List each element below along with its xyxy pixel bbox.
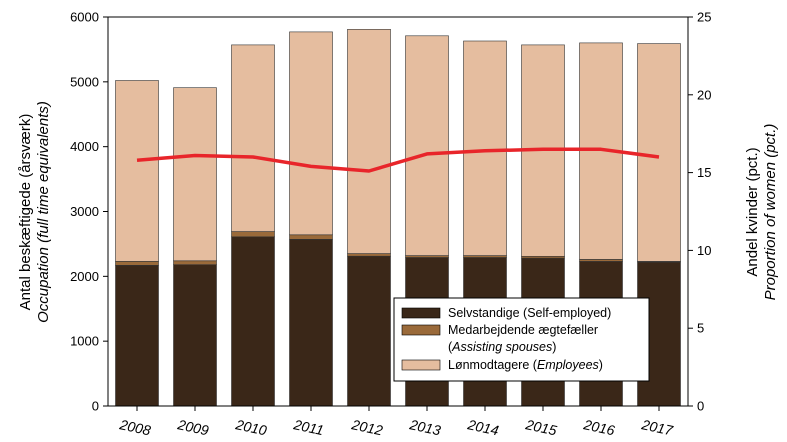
bar-2014-series-2 bbox=[463, 40, 507, 256]
x-tick-label-2008: 2008 bbox=[117, 416, 152, 438]
legend: Selvstandige (Self-employed) Medarbejden… bbox=[393, 297, 650, 382]
legend-label-self-employed: Selvstandige (Self-employed) bbox=[448, 306, 611, 320]
x-tick-label-2012: 2012 bbox=[349, 416, 384, 438]
women-share-line bbox=[136, 147, 660, 173]
legend-paren-close: ) bbox=[552, 340, 556, 354]
bar-2011-series-2 bbox=[289, 31, 333, 236]
legend-label-employees: Lønmodtagere (Employees) bbox=[448, 358, 603, 372]
bar-2017-series-2 bbox=[637, 43, 681, 262]
x-tick-label-2015: 2015 bbox=[523, 416, 558, 438]
legend-swatch-assisting-spouses bbox=[401, 324, 441, 336]
x-tick-label-2017: 2017 bbox=[639, 416, 675, 439]
x-tick-label-2016: 2016 bbox=[581, 416, 616, 438]
bar-2012-series-0 bbox=[347, 255, 391, 407]
bar-2011-series-0 bbox=[289, 239, 333, 407]
y-axis-title: Antal beskæftigede (årsværk) bbox=[17, 114, 34, 311]
legend-assisting-spouses-it: Assisting spouses bbox=[451, 340, 552, 354]
bar-2016-series-1 bbox=[579, 259, 623, 262]
legend-employees-prefix: Lønmodtagere ( bbox=[448, 358, 538, 372]
bar-2010-series-2 bbox=[231, 44, 275, 232]
bar-2009-series-2 bbox=[173, 87, 217, 262]
legend-employees-it: Employees bbox=[537, 358, 599, 372]
bar-2012-series-2 bbox=[347, 28, 391, 254]
bar-2012-series-1 bbox=[347, 253, 391, 257]
y2-tick-label-10: 10 bbox=[697, 243, 711, 258]
bar-2010-series-0 bbox=[231, 236, 275, 407]
axes-layer: 0 1000 2000 3000 4000 5000 6000 0 5 10 15 20 25 2008 2… bbox=[70, 10, 711, 439]
y-tick-label-2000: 2000 bbox=[70, 269, 99, 284]
y2-axis-title: Andel kvinder (pct.) bbox=[744, 147, 761, 276]
y-tick-label-5000: 5000 bbox=[70, 74, 99, 89]
y2-axis-title-en: Proportion of women (pct.) bbox=[762, 124, 779, 301]
bar-2010-series-1 bbox=[231, 231, 275, 238]
x-tick-label-2010: 2010 bbox=[233, 416, 268, 438]
bars-layer bbox=[115, 28, 681, 407]
bar-2013-series-2 bbox=[405, 35, 449, 256]
y-tick-label-1000: 1000 bbox=[70, 334, 99, 349]
bar-2008-series-0 bbox=[115, 264, 159, 407]
x-tick-label-2011: 2011 bbox=[291, 416, 325, 438]
y-axis-title-en: Occupation (full time equivalents) bbox=[35, 101, 52, 323]
legend-paren-open: ( bbox=[448, 340, 453, 354]
y2-tick-label-5: 5 bbox=[697, 321, 704, 336]
legend-label-assisting-spouses: Medarbejdende ægtefæller bbox=[448, 323, 598, 337]
legend-swatch-employees bbox=[401, 359, 441, 371]
legend-employees-suffix: ) bbox=[599, 358, 603, 372]
y-tick-label-0: 0 bbox=[92, 399, 99, 414]
bar-2011-series-1 bbox=[289, 234, 333, 240]
legend-swatch-self-employed bbox=[401, 307, 441, 319]
bar-2009-series-0 bbox=[173, 264, 217, 407]
bar-2008-series-2 bbox=[115, 80, 159, 262]
bar-2009-series-1 bbox=[173, 260, 217, 265]
y-tick-label-3000: 3000 bbox=[70, 204, 99, 219]
x-tick-label-2014: 2014 bbox=[465, 416, 500, 438]
y2-tick-label-20: 20 bbox=[697, 87, 711, 102]
y2-tick-label-15: 15 bbox=[697, 165, 711, 180]
bar-2008-series-1 bbox=[115, 261, 159, 266]
legend-label-assisting-spouses-en: (Assisting spouses) bbox=[448, 340, 556, 354]
line-layer bbox=[136, 147, 660, 173]
x-tick-label-2013: 2013 bbox=[407, 416, 442, 438]
y-tick-label-6000: 6000 bbox=[70, 10, 99, 25]
y-tick-label-4000: 4000 bbox=[70, 139, 99, 154]
y2-tick-label-0: 0 bbox=[697, 399, 704, 414]
x-tick-label-2009: 2009 bbox=[175, 416, 210, 438]
y2-tick-label-25: 25 bbox=[697, 10, 711, 25]
